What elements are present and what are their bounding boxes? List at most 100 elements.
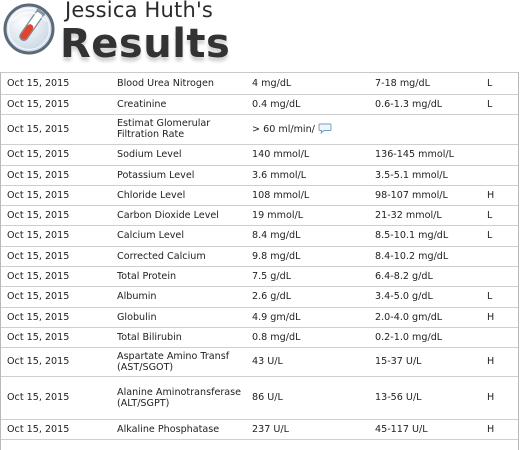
test-name-text: Globulin	[117, 311, 157, 323]
result-date: Oct 15, 2015	[1, 286, 113, 308]
reference-range: 98-107 mmol/L	[371, 185, 483, 206]
reference-range-text: 45-117 U/L	[375, 423, 428, 435]
result-date-text: Oct 15, 2015	[7, 209, 70, 221]
result-date: Oct 15, 2015	[1, 347, 113, 377]
table-row: Oct 15, 2015 Calcium Level 8.4 mg/dL 8.5-10…	[1, 225, 518, 247]
result-value-text: 4.9 gm/dL	[252, 311, 301, 323]
result-value-text: 86 U/L	[252, 392, 283, 403]
table-row: Oct 15, 2015 Creatinine 0.4 mg/dL 0.6-1.3 m…	[1, 94, 518, 115]
table-row: Oct 15, 2015 Albumin 2.6 g/dL 3.4-5.0 g/dL L	[1, 286, 518, 308]
test-name: Total Protein	[113, 266, 248, 287]
result-date: Oct 15, 2015	[1, 144, 113, 166]
abnormal-flag-text: L	[487, 230, 493, 241]
test-name-text: Albumin	[117, 291, 157, 302]
table-row: Oct 15, 2015 Estimat Glomerular Filtratio…	[1, 114, 518, 145]
result-value: 8.4 mg/dL	[248, 225, 371, 247]
abnormal-flag	[483, 266, 518, 287]
result-date: Oct 15, 2015	[1, 419, 113, 440]
abnormal-flag-text: L	[487, 291, 493, 302]
result-value-text: 0.4 mg/dL	[252, 98, 301, 110]
result-value: 43 U/L	[248, 347, 371, 377]
result-value: 7.5 g/dL	[248, 266, 371, 287]
test-name-text: Total Bilirubin	[117, 331, 182, 343]
result-date-text: Oct 15, 2015	[7, 331, 70, 343]
test-name-text: Creatinine	[117, 98, 167, 110]
reference-range-text: 6.4-8.2 g/dL	[375, 270, 433, 282]
reference-range-text: 21-32 mmol/L	[375, 209, 442, 221]
test-name: Potassium Level	[113, 165, 248, 186]
abnormal-flag: H	[483, 185, 518, 206]
abnormal-flag: L	[483, 225, 518, 247]
result-value-text: 8.4 mg/dL	[252, 230, 301, 241]
reference-range-text: 3.5-5.1 mmol/L	[375, 169, 448, 181]
reference-range-text: 8.4-10.2 mg/dL	[375, 250, 449, 262]
test-name: Sodium Level	[113, 144, 248, 166]
result-value-text: 3.6 mmol/L	[252, 169, 307, 181]
result-date-text: Oct 15, 2015	[7, 392, 70, 403]
result-date-text: Oct 15, 2015	[7, 149, 70, 160]
test-name: Estimat Glomerular Filtration Rate	[113, 114, 248, 145]
test-name-text: Potassium Level	[117, 169, 195, 181]
test-name-text: Alkaline Phosphatase	[117, 423, 220, 435]
reference-range-text: 0.2-1.0 mg/dL	[375, 331, 443, 343]
table-row: Oct 15, 2015 Corrected Calcium 9.8 mg/dL 8.…	[1, 246, 518, 267]
result-date: Oct 15, 2015	[1, 266, 113, 287]
test-name: Creatinine	[113, 94, 248, 115]
result-date-text: Oct 15, 2015	[7, 98, 70, 110]
result-date: Oct 15, 2015	[1, 205, 113, 226]
result-value: 108 mmol/L	[248, 185, 371, 206]
reference-range: 15-37 U/L	[371, 347, 483, 377]
table-row: Oct 15, 2015 Chloride Level 108 mmol/L 98-1…	[1, 185, 518, 206]
result-date-text: Oct 15, 2015	[7, 123, 70, 135]
result-value-text: 43 U/L	[252, 356, 283, 367]
abnormal-flag: H	[483, 419, 518, 440]
result-value: 86 U/L	[248, 376, 371, 420]
table-row: Oct 15, 2015 Aspartate Amino Transf (AST/…	[1, 347, 518, 377]
result-date: Oct 15, 2015	[1, 225, 113, 247]
reference-range-text: 13-56 U/L	[375, 392, 422, 403]
abnormal-flag: H	[483, 307, 518, 328]
comment-bubble-icon[interactable]	[318, 123, 332, 134]
test-name-text: Blood Urea Nitrogen	[117, 77, 214, 89]
result-date: Oct 15, 2015	[1, 185, 113, 206]
test-name-text: Corrected Calcium	[117, 250, 206, 262]
abnormal-flag-text: L	[487, 98, 493, 110]
abnormal-flag-text: H	[487, 189, 495, 201]
test-name-text: Alanine Aminotransferase (ALT/SGPT)	[117, 386, 242, 409]
reference-range: 7-18 mg/dL	[371, 73, 483, 95]
test-name-text: Total Protein	[117, 270, 177, 282]
test-name-text: Carbon Dioxide Level	[117, 209, 219, 221]
result-value: 140 mmol/L	[248, 144, 371, 166]
reference-range: 0.2-1.0 mg/dL	[371, 327, 483, 348]
result-value-text: 108 mmol/L	[252, 189, 310, 201]
results-panel: Oct 15, 2015 Blood Urea Nitrogen 4 mg/dL 7-…	[0, 72, 519, 450]
result-value-text: 140 mmol/L	[252, 149, 310, 160]
test-name: Alkaline Phosphatase	[113, 419, 248, 440]
table-row: Oct 15, 2015 Potassium Level 3.6 mmol/L 3.5…	[1, 165, 518, 186]
result-value: 4.9 gm/dL	[248, 307, 371, 328]
reference-range: 136-145 mmol/L	[371, 144, 483, 166]
result-value: 9.8 mg/dL	[248, 246, 371, 267]
reference-range-text: 15-37 U/L	[375, 356, 422, 367]
result-value: 3.6 mmol/L	[248, 165, 371, 186]
table-row: Oct 15, 2015 Total Bilirubin 0.8 mg/dL 0.2-…	[1, 327, 518, 348]
abnormal-flag	[483, 144, 518, 166]
abnormal-flag: L	[483, 286, 518, 308]
result-date-text: Oct 15, 2015	[7, 77, 70, 89]
test-name: Alanine Aminotransferase (ALT/SGPT)	[113, 376, 248, 420]
test-name: Aspartate Amino Transf (AST/SGOT)	[113, 347, 248, 377]
result-value: 2.6 g/dL	[248, 286, 371, 308]
reference-range: 8.5-10.1 mg/dL	[371, 225, 483, 247]
result-date-text: Oct 15, 2015	[7, 230, 70, 241]
result-value-text: 19 mmol/L	[252, 209, 304, 221]
reference-range-text: 2.0-4.0 gm/dL	[375, 311, 443, 323]
abnormal-flag	[483, 246, 518, 267]
test-name-text: Estimat Glomerular Filtration Rate	[117, 118, 211, 140]
reference-range: 21-32 mmol/L	[371, 205, 483, 226]
result-value: 237 U/L	[248, 419, 371, 440]
abnormal-flag-text: H	[487, 311, 495, 323]
page-title: Results	[60, 21, 231, 67]
test-name: Chloride Level	[113, 185, 248, 206]
reference-range-text: 98-107 mmol/L	[375, 189, 448, 201]
test-name: Corrected Calcium	[113, 246, 248, 267]
